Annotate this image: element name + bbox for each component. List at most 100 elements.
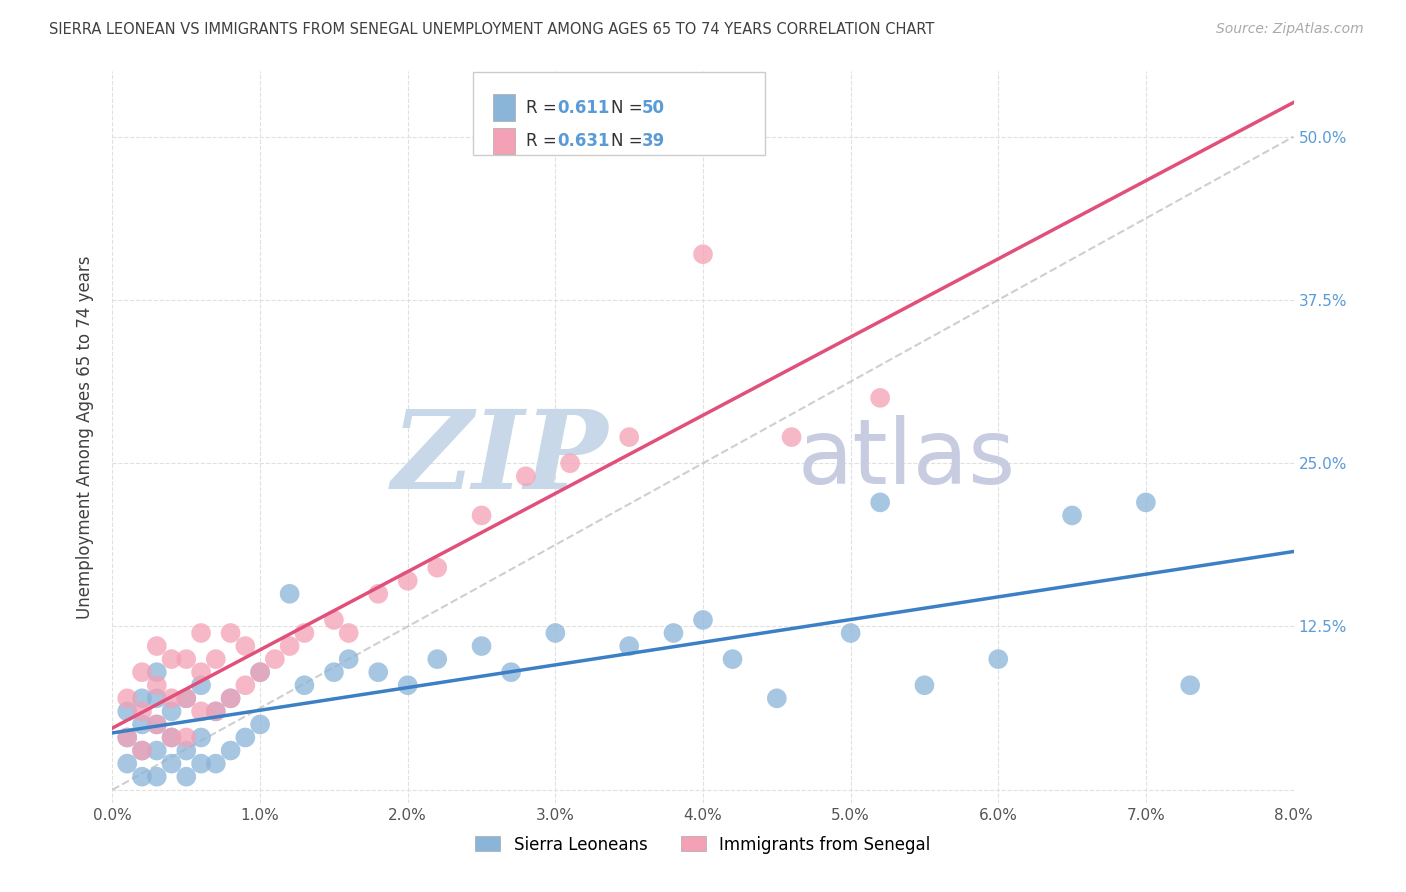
Point bbox=[146, 678, 169, 692]
Point bbox=[426, 560, 449, 574]
Point bbox=[471, 508, 494, 523]
Point bbox=[869, 391, 891, 405]
Point bbox=[233, 731, 256, 745]
Point bbox=[914, 678, 936, 692]
Point bbox=[619, 639, 641, 653]
Point bbox=[337, 652, 360, 666]
Point bbox=[839, 626, 862, 640]
Point bbox=[117, 731, 138, 745]
Point bbox=[190, 705, 212, 719]
Point bbox=[174, 731, 197, 745]
Point bbox=[131, 665, 153, 680]
Point bbox=[160, 652, 183, 666]
Point bbox=[765, 691, 787, 706]
Point bbox=[205, 705, 228, 719]
Point bbox=[190, 678, 212, 692]
Point bbox=[146, 717, 169, 731]
Point bbox=[692, 247, 714, 261]
Point bbox=[146, 691, 169, 706]
Point bbox=[146, 717, 169, 731]
Text: R =: R = bbox=[526, 132, 562, 150]
Point bbox=[146, 743, 169, 757]
Point bbox=[117, 756, 138, 771]
Point bbox=[174, 691, 197, 706]
Point bbox=[233, 639, 256, 653]
Text: N =: N = bbox=[610, 99, 648, 117]
Point bbox=[426, 652, 449, 666]
Point bbox=[117, 705, 138, 719]
Point bbox=[515, 469, 537, 483]
Point bbox=[501, 665, 523, 680]
Point bbox=[249, 665, 271, 680]
Point bbox=[190, 731, 212, 745]
Point bbox=[205, 652, 228, 666]
Text: R =: R = bbox=[526, 99, 562, 117]
Text: Source: ZipAtlas.com: Source: ZipAtlas.com bbox=[1216, 22, 1364, 37]
Legend: Sierra Leoneans, Immigrants from Senegal: Sierra Leoneans, Immigrants from Senegal bbox=[468, 829, 938, 860]
Point bbox=[219, 691, 242, 706]
Point bbox=[323, 613, 346, 627]
Point bbox=[619, 430, 641, 444]
Point bbox=[692, 613, 714, 627]
Point bbox=[117, 691, 138, 706]
Point bbox=[987, 652, 1010, 666]
Point bbox=[662, 626, 685, 640]
Text: 39: 39 bbox=[641, 132, 665, 150]
Point bbox=[1178, 678, 1201, 692]
Point bbox=[131, 691, 153, 706]
Point bbox=[278, 587, 301, 601]
Point bbox=[544, 626, 567, 640]
Point bbox=[396, 574, 419, 588]
Point bbox=[278, 639, 301, 653]
Point bbox=[219, 691, 242, 706]
Text: 0.631: 0.631 bbox=[557, 132, 610, 150]
Point bbox=[174, 652, 197, 666]
Point bbox=[367, 665, 389, 680]
Point bbox=[146, 665, 169, 680]
Point bbox=[292, 678, 315, 692]
Point bbox=[131, 717, 153, 731]
Point bbox=[174, 743, 197, 757]
Point bbox=[131, 770, 153, 784]
Point bbox=[190, 665, 212, 680]
Point bbox=[205, 756, 228, 771]
Point bbox=[219, 743, 242, 757]
Point bbox=[160, 705, 183, 719]
Point bbox=[160, 756, 183, 771]
Point bbox=[1062, 508, 1084, 523]
Point bbox=[249, 717, 271, 731]
Point bbox=[1135, 495, 1157, 509]
Point bbox=[131, 705, 153, 719]
Point bbox=[249, 665, 271, 680]
Text: 50: 50 bbox=[641, 99, 665, 117]
Point bbox=[160, 731, 183, 745]
Point bbox=[160, 691, 183, 706]
Text: ZIP: ZIP bbox=[392, 405, 609, 513]
Point bbox=[367, 587, 389, 601]
Text: 0.611: 0.611 bbox=[557, 99, 610, 117]
Point bbox=[131, 743, 153, 757]
Point bbox=[219, 626, 242, 640]
Point bbox=[146, 770, 169, 784]
Text: N =: N = bbox=[610, 132, 648, 150]
Point bbox=[131, 743, 153, 757]
Point bbox=[292, 626, 315, 640]
Point bbox=[160, 731, 183, 745]
Point bbox=[233, 678, 256, 692]
Point bbox=[174, 691, 197, 706]
Point bbox=[323, 665, 346, 680]
Point bbox=[560, 456, 582, 470]
Text: SIERRA LEONEAN VS IMMIGRANTS FROM SENEGAL UNEMPLOYMENT AMONG AGES 65 TO 74 YEARS: SIERRA LEONEAN VS IMMIGRANTS FROM SENEGA… bbox=[49, 22, 935, 37]
Point bbox=[190, 626, 212, 640]
Point bbox=[780, 430, 803, 444]
Point bbox=[869, 495, 891, 509]
Point bbox=[337, 626, 360, 640]
Point bbox=[721, 652, 744, 666]
Point bbox=[471, 639, 494, 653]
Point bbox=[174, 770, 197, 784]
Point bbox=[146, 639, 169, 653]
Point bbox=[396, 678, 419, 692]
Point bbox=[205, 705, 228, 719]
Y-axis label: Unemployment Among Ages 65 to 74 years: Unemployment Among Ages 65 to 74 years bbox=[76, 255, 94, 619]
Point bbox=[264, 652, 287, 666]
